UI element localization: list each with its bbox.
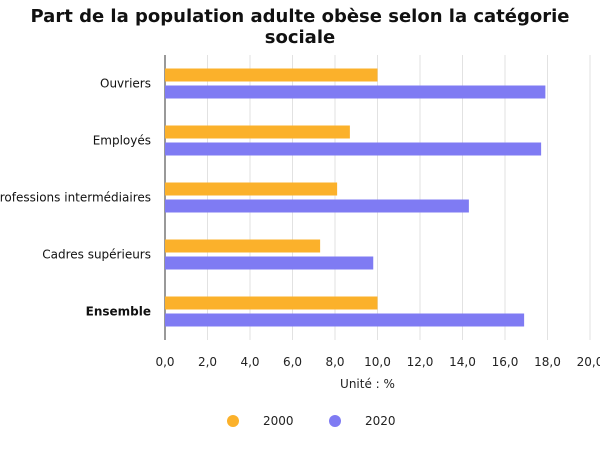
x-tick-label: 18,0 [534,355,561,369]
legend-label: 2000 [263,414,294,428]
chart-title: Part de la population adulte obèse selon… [30,6,570,48]
bar-2020 [165,142,542,156]
category-label: Employés [93,134,151,148]
bar-2020 [165,256,374,270]
category-label: Ensemble [86,305,151,319]
category-label: Cadres supérieurs [42,248,151,262]
bar-2020 [165,199,469,213]
legend-marker-2020 [329,415,341,427]
category-label: Professions intermédiaires [0,191,151,205]
bar-2000 [165,182,338,196]
x-tick-label: 10,0 [364,355,391,369]
category-label: Ouvriers [100,77,151,91]
legend-marker-2000 [227,415,239,427]
bar-2000 [165,239,321,253]
x-tick-label: 4,0 [240,355,259,369]
bar-2000 [165,125,350,139]
bar-2020 [165,85,546,99]
x-axis-title: Unité : % [340,377,395,391]
x-tick-label: 20,0 [577,355,600,369]
x-tick-label: 2,0 [198,355,217,369]
bar-2000 [165,296,378,310]
x-tick-label: 0,0 [155,355,174,369]
x-tick-label: 16,0 [492,355,519,369]
bar-2020 [165,313,525,327]
legend-label: 2020 [365,414,396,428]
x-tick-label: 14,0 [449,355,476,369]
x-tick-label: 12,0 [407,355,434,369]
x-tick-label: 8,0 [325,355,344,369]
x-tick-label: 6,0 [283,355,302,369]
bar-2000 [165,68,378,82]
